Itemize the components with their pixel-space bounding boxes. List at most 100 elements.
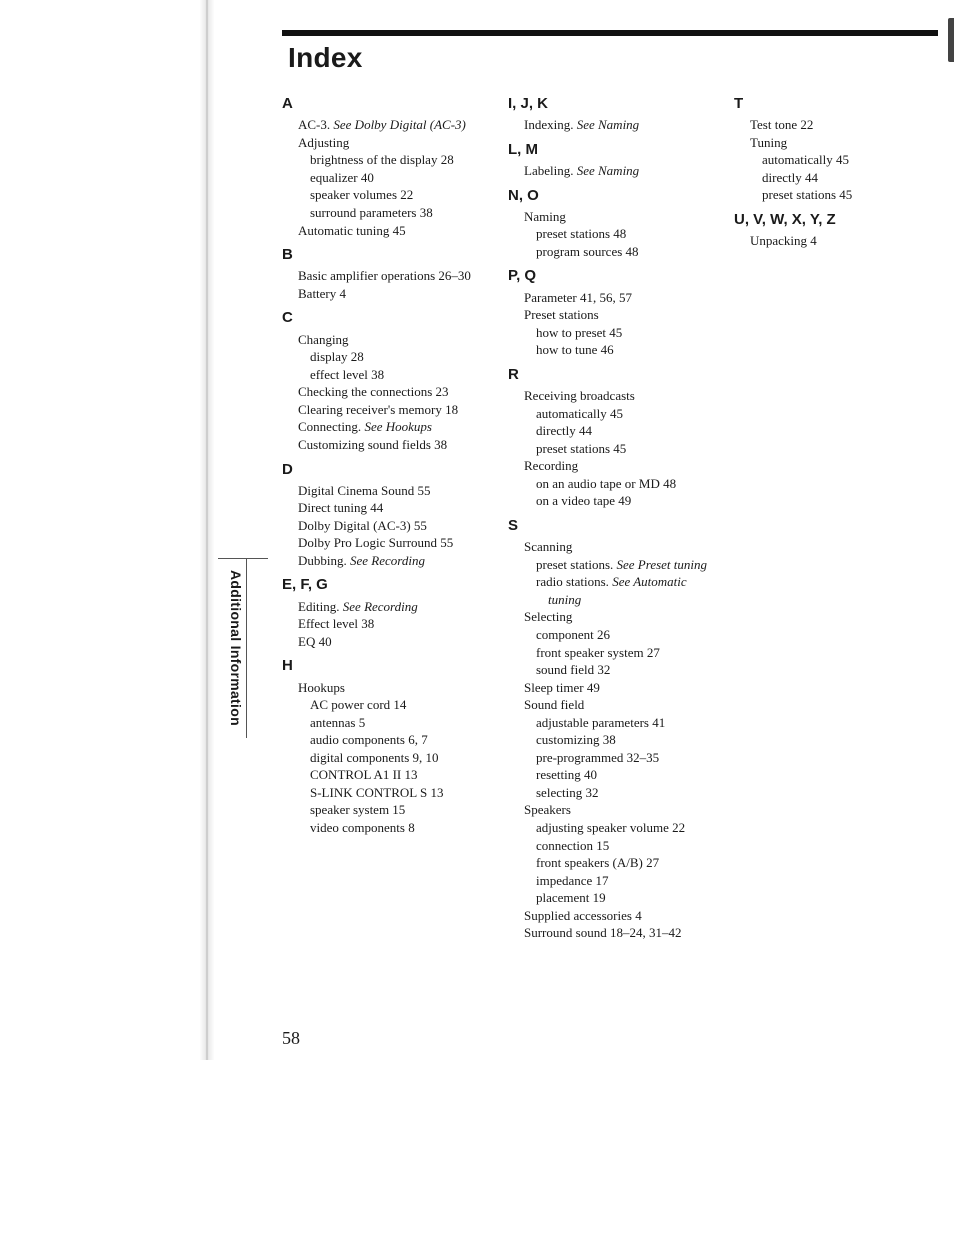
entry-text: how to preset 45	[536, 325, 622, 340]
entry-text: preset stations 45	[536, 441, 626, 456]
index-entry: antennas 5	[310, 714, 490, 732]
entry-text: Sleep timer 49	[524, 680, 600, 695]
entry-text: Editing.	[298, 599, 343, 614]
entry-text: Changing	[298, 332, 349, 347]
index-entry: on a video tape 49	[536, 492, 716, 510]
entry-text: impedance 17	[536, 873, 609, 888]
entry-see: See Hookups	[364, 419, 432, 434]
index-entry: Digital Cinema Sound 55	[298, 482, 490, 500]
section-letter: P, Q	[508, 266, 716, 286]
index-section: CChangingdisplay 28effect level 38Checki…	[282, 308, 490, 453]
entry-text: Checking the connections 23	[298, 384, 449, 399]
entry-text: brightness of the display 28	[310, 152, 454, 167]
entry-text: AC-3.	[298, 117, 333, 132]
section-letter: U, V, W, X, Y, Z	[734, 210, 942, 230]
index-entry: front speakers (A/B) 27	[536, 854, 716, 872]
section-entries: Unpacking 4	[750, 232, 942, 250]
entry-text: audio components 6, 7	[310, 732, 428, 747]
section-entries: Scanningpreset stations. See Preset tuni…	[524, 538, 716, 942]
index-entry: Supplied accessories 4	[524, 907, 716, 925]
index-entry: EQ 40	[298, 633, 490, 651]
index-entry: preset stations 45	[536, 440, 716, 458]
index-section: RReceiving broadcastsautomatically 45dir…	[508, 365, 716, 510]
entry-text: Test tone 22	[750, 117, 813, 132]
entry-text: placement 19	[536, 890, 606, 905]
page-number: 58	[282, 1028, 300, 1049]
entry-text: equalizer 40	[310, 170, 374, 185]
index-section: H HookupsAC power cord 14antennas 5audio …	[282, 656, 490, 836]
index-entry: display 28	[310, 348, 490, 366]
index-entry: Tuning	[750, 134, 942, 152]
index-entry: Changing	[298, 331, 490, 349]
entry-text: Unpacking 4	[750, 233, 817, 248]
section-letter: R	[508, 365, 716, 385]
section-letter: D	[282, 460, 490, 480]
entry-text: front speaker system 27	[536, 645, 660, 660]
index-entry: preset stations 45	[762, 186, 942, 204]
entry-text: display 28	[310, 349, 364, 364]
entry-text: adjustable parameters 41	[536, 715, 665, 730]
index-section: I, J, KIndexing. See Naming	[508, 94, 716, 134]
index-entry: video components 8	[310, 819, 490, 837]
index-entry: preset stations. See Preset tuning	[536, 556, 716, 574]
entry-see: See Dolby Digital (AC-3)	[333, 117, 466, 132]
entry-text: digital components 9, 10	[310, 750, 439, 765]
index-entry: Hookups	[298, 679, 490, 697]
index-entry: audio components 6, 7	[310, 731, 490, 749]
entry-text: Recording	[524, 458, 578, 473]
index-entry: Clearing receiver's memory 18	[298, 401, 490, 419]
index-entry: speaker system 15	[310, 801, 490, 819]
entry-see: See Recording	[343, 599, 418, 614]
entry-text: Automatic tuning 45	[298, 223, 406, 238]
index-section: DDigital Cinema Sound 55Direct tuning 44…	[282, 460, 490, 570]
index-entry: adjustable parameters 41	[536, 714, 716, 732]
page-title: Index	[288, 42, 363, 74]
entry-text: Selecting	[524, 609, 572, 624]
section-entries: Basic amplifier operations 26–30Battery …	[298, 267, 490, 302]
index-entry: equalizer 40	[310, 169, 490, 187]
entry-text: speaker volumes 22	[310, 187, 413, 202]
entry-text: speaker system 15	[310, 802, 405, 817]
entry-see: See Recording	[350, 553, 425, 568]
page: Additional Information Index AAC-3. See …	[0, 0, 954, 1233]
entry-text: Adjusting	[298, 135, 349, 150]
section-letter: H	[282, 656, 490, 676]
index-entry: Basic amplifier operations 26–30	[298, 267, 490, 285]
index-entry: how to preset 45	[536, 324, 716, 342]
index-entry: surround parameters 38	[310, 204, 490, 222]
entry-text: video components 8	[310, 820, 415, 835]
index-entry: AC power cord 14	[310, 696, 490, 714]
index-entry: Speakers	[524, 801, 716, 819]
section-letter: A	[282, 94, 490, 114]
entry-text: Tuning	[750, 135, 787, 150]
index-section: N, ONamingpreset stations 48program sour…	[508, 186, 716, 261]
index-entry: component 26	[536, 626, 716, 644]
entry-text: CONTROL A1 II 13	[310, 767, 418, 782]
page-edge-mark	[948, 18, 954, 62]
index-entry: Unpacking 4	[750, 232, 942, 250]
binding-shadow	[200, 0, 214, 1060]
section-letter: T	[734, 94, 942, 114]
index-entry: Recording	[524, 457, 716, 475]
index-entry: S-LINK CONTROL S 13	[310, 784, 490, 802]
index-entry: directly 44	[536, 422, 716, 440]
entry-text: Dolby Digital (AC-3) 55	[298, 518, 427, 533]
section-letter: C	[282, 308, 490, 328]
section-letter: S	[508, 516, 716, 536]
index-section: BBasic amplifier operations 26–30Battery…	[282, 245, 490, 302]
index-entry: sound field 32	[536, 661, 716, 679]
entry-text: resetting 40	[536, 767, 597, 782]
index-entry: Sound field	[524, 696, 716, 714]
index-entry: Parameter 41, 56, 57	[524, 289, 716, 307]
side-tab-rule	[218, 558, 268, 559]
section-letter: E, F, G	[282, 575, 490, 595]
index-entry: impedance 17	[536, 872, 716, 890]
entry-text: pre-programmed 32–35	[536, 750, 659, 765]
index-entry: automatically 45	[536, 405, 716, 423]
index-entry: digital components 9, 10	[310, 749, 490, 767]
section-entries: Editing. See RecordingEffect level 38EQ …	[298, 598, 490, 651]
section-letter: L, M	[508, 140, 716, 160]
section-letter: N, O	[508, 186, 716, 206]
entry-text: Labeling.	[524, 163, 577, 178]
entry-text: directly 44	[762, 170, 818, 185]
